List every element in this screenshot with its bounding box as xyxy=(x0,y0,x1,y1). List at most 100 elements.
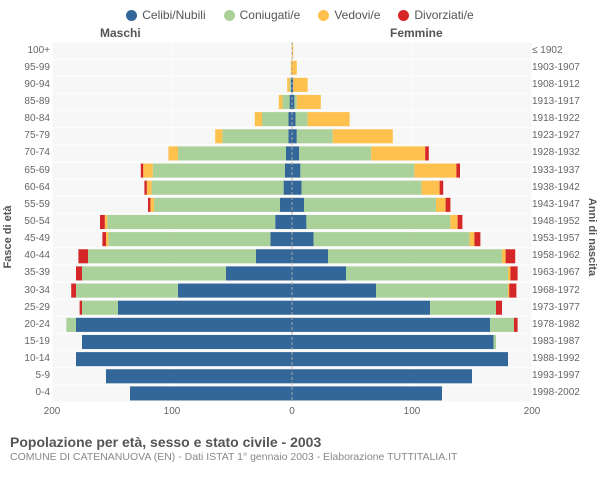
bar-male xyxy=(82,266,226,280)
bar-female xyxy=(292,61,297,75)
bar-female xyxy=(297,129,333,143)
bar-male xyxy=(118,301,292,315)
birth-label: 1958-1962 xyxy=(532,251,584,261)
y-axis-right-title: Anni di nascita xyxy=(586,198,598,276)
bar-female xyxy=(510,266,517,280)
bar-female xyxy=(292,266,346,280)
bar-female xyxy=(456,164,460,178)
age-label: 60-64 xyxy=(18,183,50,193)
chart-area: Fasce di età Anni di nascita 100+95-9990… xyxy=(0,42,600,432)
age-label: 15-19 xyxy=(18,337,50,347)
header-male: Maschi xyxy=(100,26,141,40)
birth-labels: ≤ 19021903-19071908-19121913-19171918-19… xyxy=(532,42,584,402)
bar-male xyxy=(76,266,82,280)
bar-male xyxy=(279,95,283,109)
bar-male xyxy=(102,232,106,246)
bar-male xyxy=(288,112,292,126)
birth-label: 1943-1947 xyxy=(532,200,584,210)
bar-female xyxy=(296,112,308,126)
legend-item: Vedovi/e xyxy=(318,8,380,22)
bar-female xyxy=(292,198,304,212)
age-label: 35-39 xyxy=(18,268,50,278)
x-tick: 200 xyxy=(524,406,541,417)
bar-male xyxy=(82,335,292,349)
legend-item: Divorziati/e xyxy=(398,8,473,22)
birth-label: 1953-1957 xyxy=(532,234,584,244)
bar-male xyxy=(107,215,275,229)
age-label: 65-69 xyxy=(18,166,50,176)
bar-female xyxy=(292,386,442,400)
bar-male xyxy=(108,232,270,246)
bar-male xyxy=(105,215,107,229)
legend-item: Coniugati/e xyxy=(224,8,301,22)
bar-female xyxy=(450,215,457,229)
bar-male xyxy=(88,249,256,263)
bar-female xyxy=(292,352,508,366)
age-label: 75-79 xyxy=(18,131,50,141)
bar-male xyxy=(66,318,76,332)
birth-label: 1933-1937 xyxy=(532,166,584,176)
x-tick: 100 xyxy=(164,406,181,417)
bar-male xyxy=(82,301,118,315)
birth-label: 1938-1942 xyxy=(532,183,584,193)
bar-male xyxy=(262,112,288,126)
legend-swatch xyxy=(398,10,409,21)
x-tick: 200 xyxy=(44,406,61,417)
age-label: 40-44 xyxy=(18,251,50,261)
age-label: 70-74 xyxy=(18,148,50,158)
bar-female xyxy=(292,164,300,178)
legend-swatch xyxy=(224,10,235,21)
header-female: Femmine xyxy=(390,26,443,40)
bar-male xyxy=(78,249,88,263)
birth-label: ≤ 1902 xyxy=(532,46,584,56)
age-labels: 100+95-9990-9485-8980-8475-7970-7465-696… xyxy=(18,42,50,402)
x-axis: 2001000100200 xyxy=(52,402,532,422)
bar-male xyxy=(143,164,153,178)
bar-female xyxy=(425,146,429,160)
age-label: 95-99 xyxy=(18,63,50,73)
bar-female xyxy=(292,232,314,246)
bar-female xyxy=(506,249,516,263)
legend-swatch xyxy=(126,10,137,21)
legend: Celibi/NubiliConiugati/eVedovi/eDivorzia… xyxy=(0,0,600,26)
bar-female xyxy=(292,369,472,383)
bar-female xyxy=(292,146,299,160)
legend-swatch xyxy=(318,10,329,21)
bar-male xyxy=(288,129,292,143)
bar-male xyxy=(215,129,222,143)
bar-male xyxy=(76,284,178,298)
bar-female xyxy=(292,215,306,229)
x-tick: 100 xyxy=(404,406,421,417)
bar-female xyxy=(292,249,328,263)
birth-label: 1928-1932 xyxy=(532,148,584,158)
legend-label: Divorziati/e xyxy=(414,8,473,22)
birth-label: 1968-1972 xyxy=(532,286,584,296)
bar-male xyxy=(106,232,108,246)
bar-male xyxy=(275,215,292,229)
bar-male xyxy=(282,95,289,109)
bar-male xyxy=(178,146,286,160)
age-label: 50-54 xyxy=(18,217,50,227)
bar-female xyxy=(414,164,456,178)
bar-female xyxy=(308,112,350,126)
chart-title: Popolazione per età, sesso e stato civil… xyxy=(10,434,590,450)
birth-label: 1918-1922 xyxy=(532,114,584,124)
bar-female xyxy=(292,284,376,298)
bar-female xyxy=(292,44,293,58)
bar-female xyxy=(292,301,430,315)
birth-label: 1923-1927 xyxy=(532,131,584,141)
age-label: 100+ xyxy=(18,46,50,56)
birth-label: 1903-1907 xyxy=(532,63,584,73)
bar-male xyxy=(106,369,292,383)
age-label: 85-89 xyxy=(18,97,50,107)
bar-female xyxy=(292,335,494,349)
bar-female xyxy=(509,284,516,298)
bar-female xyxy=(371,146,425,160)
legend-label: Vedovi/e xyxy=(334,8,380,22)
bar-female xyxy=(292,129,297,143)
birth-label: 1998-2002 xyxy=(532,388,584,398)
bar-male xyxy=(178,284,292,298)
bar-female xyxy=(292,318,490,332)
bar-female xyxy=(446,198,451,212)
bar-female xyxy=(490,318,514,332)
